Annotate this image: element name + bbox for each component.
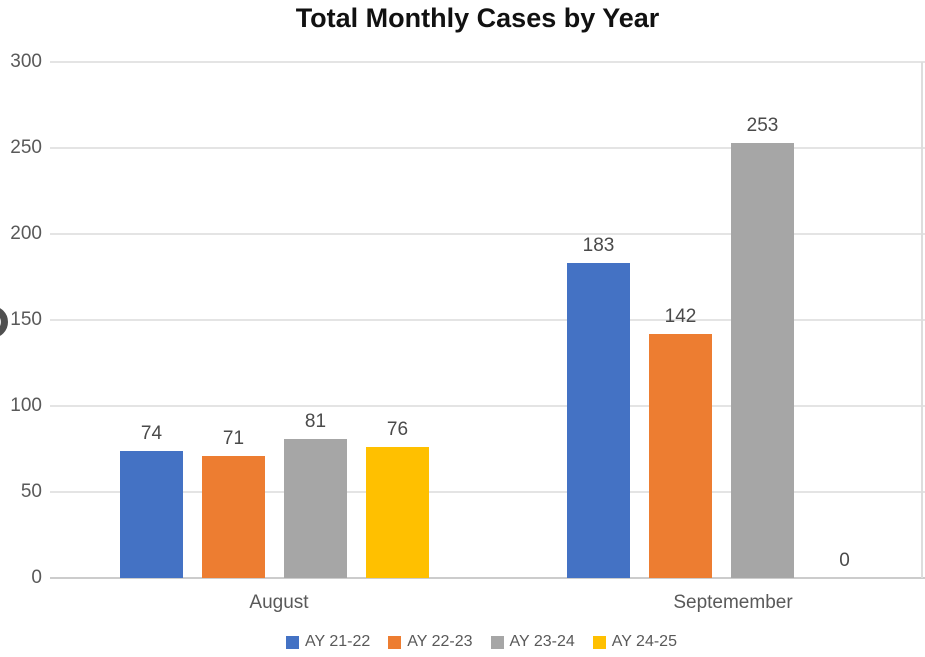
plot-right-border bbox=[921, 62, 923, 578]
y-axis-tick-label: 0 bbox=[31, 567, 42, 588]
bar-ay-23-24-septemember bbox=[731, 143, 794, 578]
bar-ay-21-22-septemember bbox=[567, 263, 630, 578]
bar-value-label: 142 bbox=[664, 306, 697, 327]
bar-ay-21-22-august bbox=[120, 451, 183, 578]
bar-ay-22-23-septemember bbox=[649, 334, 712, 578]
y-axis-tick-label: 150 bbox=[10, 309, 42, 330]
bar-ay-23-24-august bbox=[284, 439, 347, 578]
bar-value-label: 0 bbox=[839, 550, 850, 571]
y-axis-tick-label: 50 bbox=[20, 481, 42, 502]
y-axis-tick-label: 250 bbox=[10, 137, 42, 158]
bar-ay-22-23-august bbox=[202, 456, 265, 578]
bar-value-label: 183 bbox=[582, 235, 615, 256]
legend-item-ay-23-24: AY 23-24 bbox=[490, 633, 575, 651]
gridline-200 bbox=[50, 233, 925, 235]
legend: AY 21-22 AY 22-23 AY 23-24 AY 24-25 bbox=[38, 633, 925, 651]
x-axis-category-label-august: August bbox=[249, 592, 309, 613]
bar-ay-24-25-august bbox=[366, 447, 429, 578]
y-axis-tick-label: 200 bbox=[10, 223, 42, 244]
gridline-300 bbox=[50, 61, 925, 63]
legend-item-ay-24-25: AY 24-25 bbox=[592, 633, 677, 651]
bar-value-label: 81 bbox=[304, 411, 327, 432]
legend-label: AY 23-24 bbox=[509, 633, 575, 650]
gridline-100 bbox=[50, 405, 925, 407]
gridline-50 bbox=[50, 491, 925, 493]
legend-item-ay-21-22: AY 21-22 bbox=[286, 633, 370, 651]
legend-item-ay-22-23: AY 22-23 bbox=[388, 633, 473, 651]
legend-swatch-icon bbox=[490, 635, 504, 649]
legend-label: AY 21-22 bbox=[305, 633, 371, 650]
x-axis-category-label-septemember: Septemember bbox=[673, 592, 793, 613]
legend-label: AY 24-25 bbox=[611, 633, 677, 650]
gridline-150 bbox=[50, 319, 925, 321]
y-axis-tick-label: 100 bbox=[10, 395, 42, 416]
legend-swatch-icon bbox=[592, 635, 606, 649]
legend-swatch-icon bbox=[286, 635, 300, 649]
bar-value-label: 74 bbox=[140, 423, 163, 444]
bar-value-label: 71 bbox=[222, 428, 245, 449]
bar-value-label: 76 bbox=[386, 419, 409, 440]
chart-title: Total Monthly Cases by Year bbox=[295, 3, 660, 33]
y-axis-tick-label: 300 bbox=[10, 51, 42, 72]
gridline-0 bbox=[50, 577, 925, 579]
legend-swatch-icon bbox=[388, 635, 402, 649]
legend-label: AY 22-23 bbox=[407, 633, 473, 650]
gridline-250 bbox=[50, 147, 925, 149]
bar-value-label: 253 bbox=[746, 115, 779, 136]
